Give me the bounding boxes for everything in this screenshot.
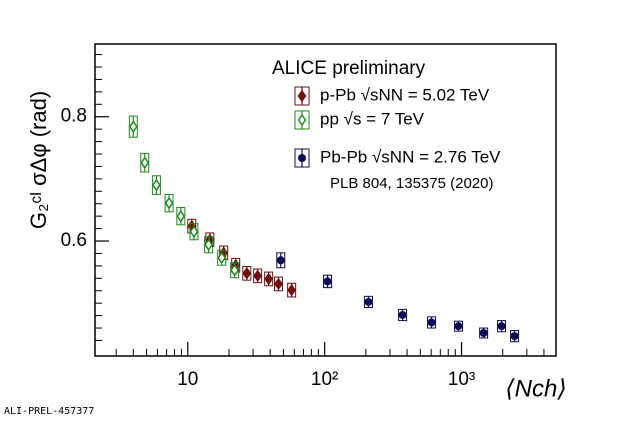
point — [164, 196, 174, 210]
point — [253, 269, 263, 283]
point — [217, 251, 227, 265]
point — [230, 263, 240, 277]
chart-title: ALICE preliminary — [272, 58, 426, 79]
point — [242, 267, 252, 280]
plot-frame — [94, 43, 557, 357]
legend-marker — [297, 113, 307, 127]
point — [287, 283, 297, 297]
point — [128, 120, 138, 133]
x-tick-label: 10 — [177, 369, 198, 390]
legend-label: p-Pb √sNN = 5.02 TeV — [320, 85, 490, 104]
x-tick-label: 10³ — [448, 369, 475, 390]
point — [323, 277, 332, 286]
watermark: ALI-PREL-457377 — [4, 406, 94, 417]
point — [276, 256, 285, 265]
point — [274, 277, 283, 291]
point — [427, 318, 436, 327]
x-axis-label: ⟨Nch⟩ — [505, 375, 566, 402]
point — [497, 322, 506, 331]
point — [189, 225, 199, 239]
point — [151, 178, 161, 192]
point — [264, 272, 274, 286]
point — [398, 310, 407, 319]
annotation: PLB 804, 135375 (2020) — [330, 175, 493, 192]
legend-label: Pb-Pb √sNN = 2.76 TeV — [320, 147, 501, 166]
x-tick-label: 10² — [311, 369, 338, 390]
point — [176, 209, 186, 223]
y-tick-label: 0.6 — [61, 230, 87, 251]
legend-label: pp √s = 7 TeV — [320, 109, 425, 128]
legend-marker — [297, 89, 307, 103]
point — [510, 332, 519, 341]
point — [454, 322, 463, 331]
point — [479, 329, 488, 338]
point — [140, 156, 150, 170]
point — [204, 238, 214, 252]
y-axis-label: G₂ᶜᴵ σΔφ (rad) — [26, 91, 51, 229]
legend-marker — [298, 154, 306, 162]
point — [364, 297, 373, 306]
y-tick-label: 0.8 — [61, 106, 87, 127]
